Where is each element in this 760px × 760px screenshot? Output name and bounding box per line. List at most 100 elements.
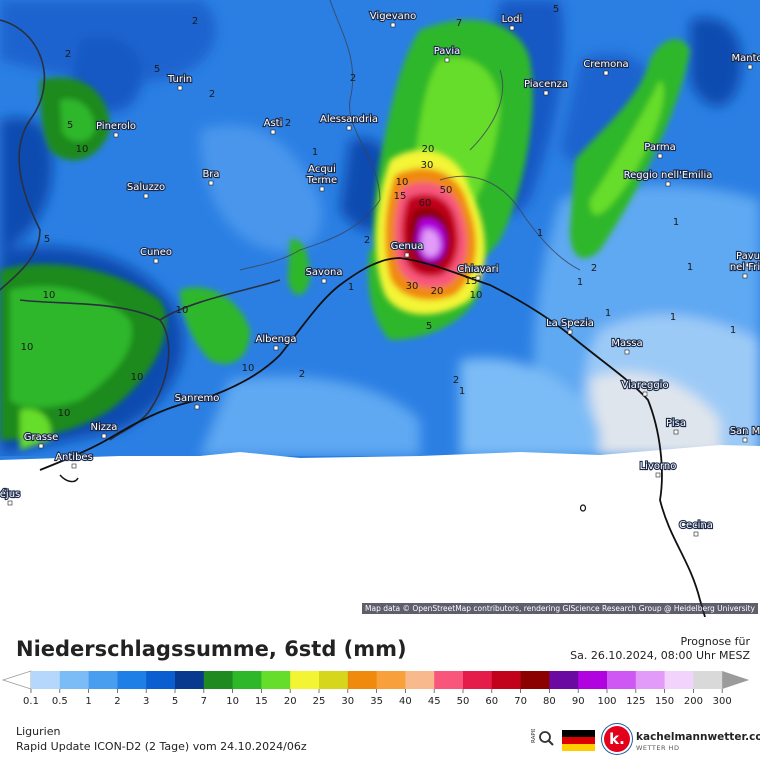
legend-tick-label: 25 <box>313 696 326 707</box>
city-label[interactable]: Cremona <box>582 58 630 76</box>
legend-swatch <box>635 671 665 689</box>
city-marker <box>509 25 515 31</box>
city-name: Grasse <box>24 432 59 443</box>
city-label[interactable]: Reggio nell'Emilia <box>623 169 713 187</box>
legend-swatch <box>88 671 118 689</box>
city-label[interactable]: Pinerolo <box>95 120 137 138</box>
city-name: Pavu <box>736 251 760 262</box>
logo-name[interactable]: kachelmannwetter.com <box>636 731 760 743</box>
city-label[interactable]: Genua <box>390 240 424 258</box>
city-label[interactable]: Saluzzo <box>126 181 166 199</box>
legend-swatch <box>203 671 233 689</box>
city-label[interactable]: éjus <box>0 487 21 506</box>
city-label[interactable]: Piacenza <box>523 78 569 96</box>
precipitation-map[interactable]: 2 2 5 2 2 2 5 10 1 20 30 10 50 15 60 5 2 1 30 20 15 10 10 5 10 10… <box>0 0 760 617</box>
city-name: Pinerolo <box>96 121 136 132</box>
city-name: Saluzzo <box>127 182 165 193</box>
legend-tick-label: 3 <box>143 696 149 707</box>
city-label[interactable]: Chiavari <box>456 263 500 281</box>
city-name: Pisa <box>666 418 686 429</box>
city-label[interactable]: Antibes <box>54 451 94 469</box>
magnifier-icon: RAPID D2 <box>531 717 554 746</box>
city-label[interactable]: Parma <box>643 141 677 159</box>
city-label[interactable]: Nizza <box>89 421 119 439</box>
city-label[interactable]: Pisa <box>665 417 687 435</box>
legend-swatch <box>376 671 406 689</box>
city-label[interactable]: Pavia <box>433 45 461 63</box>
city-name: Genua <box>391 241 424 252</box>
contour-label: 1 <box>670 312 676 323</box>
city-marker <box>194 404 200 410</box>
city-marker <box>273 345 279 351</box>
kachelmann-logo-icon[interactable]: k. <box>604 726 630 752</box>
city-label[interactable]: Acqui <box>307 163 337 181</box>
city-marker <box>745 262 751 268</box>
city-label[interactable]: Cuneo <box>139 246 173 264</box>
city-label[interactable]: Terme <box>305 174 338 192</box>
city-name: Asti <box>264 118 283 129</box>
legend-tick-label: 30 <box>341 696 354 707</box>
legend-swatch <box>520 671 550 689</box>
city-label[interactable]: Lodi <box>501 13 523 31</box>
contour-label: 10 <box>58 408 71 419</box>
legend-swatch <box>491 671 521 689</box>
city-name: éjus <box>0 488 20 500</box>
contour-label: 1 <box>730 325 736 336</box>
city-label[interactable]: Livorno <box>639 460 677 478</box>
city-label[interactable]: San M <box>729 425 760 443</box>
city-label[interactable]: Viareggio <box>620 379 670 397</box>
coastline <box>39 257 706 617</box>
city-name: Nizza <box>91 422 118 433</box>
city-label[interactable]: Cecina <box>678 519 714 537</box>
city-name: Alessandria <box>320 114 378 125</box>
city-marker <box>319 186 325 192</box>
contour-label: 10 <box>396 177 409 188</box>
city-label[interactable]: Vigevano <box>369 10 417 28</box>
city-marker <box>7 500 13 506</box>
city-marker <box>742 273 748 279</box>
contour-label: 5 <box>426 321 432 332</box>
city-label[interactable]: Albenga <box>254 333 298 351</box>
city-label[interactable]: Savona <box>304 266 344 284</box>
city-name: Antibes <box>55 452 93 463</box>
city-marker <box>747 64 753 70</box>
city-label[interactable]: Grasse <box>23 431 59 449</box>
city-label[interactable]: Turin <box>166 73 193 91</box>
contour-label: 60 <box>419 198 432 209</box>
city-label[interactable]: Asti <box>263 117 283 135</box>
legend-tick-label: 125 <box>626 696 645 707</box>
contour-label: 1 <box>537 228 543 239</box>
city-label[interactable]: La Spezia <box>545 317 595 335</box>
city-name: La Spezia <box>546 318 594 329</box>
legend-swatch <box>146 671 176 689</box>
city-label[interactable]: nel Fri <box>729 261 760 279</box>
contour-label: 30 <box>406 281 419 292</box>
city-name: Cuneo <box>140 247 172 258</box>
city-label[interactable]: Massa <box>610 337 644 355</box>
contour-label: 5 <box>553 4 559 15</box>
city-name: Pavia <box>434 46 461 57</box>
contour-label: 2 <box>299 369 305 380</box>
legend-swatch <box>607 671 637 689</box>
city-marker <box>665 181 671 187</box>
city-label[interactable]: Mantov <box>730 52 760 70</box>
city-marker <box>567 329 573 335</box>
contour-label: 10 <box>76 144 89 155</box>
city-marker <box>208 180 214 186</box>
city-label[interactable]: Pavu <box>735 250 760 268</box>
city-label[interactable]: Sanremo <box>174 392 220 410</box>
legend-tick-label: 0.5 <box>52 696 68 707</box>
city-marker <box>321 278 327 284</box>
legend-high-arrow <box>722 671 750 689</box>
legend-tick-label: 20 <box>284 696 297 707</box>
city-marker <box>657 153 663 159</box>
legend-tick-label: 15 <box>255 696 268 707</box>
contour-label: 1 <box>312 147 318 158</box>
city-label[interactable]: Alessandria <box>319 113 379 131</box>
legend-tick-label: 200 <box>684 696 703 707</box>
city-marker <box>390 22 396 28</box>
map-attribution[interactable]: Map data © OpenStreetMap contributors, r… <box>362 603 758 614</box>
city-label[interactable]: Bra <box>201 168 221 186</box>
